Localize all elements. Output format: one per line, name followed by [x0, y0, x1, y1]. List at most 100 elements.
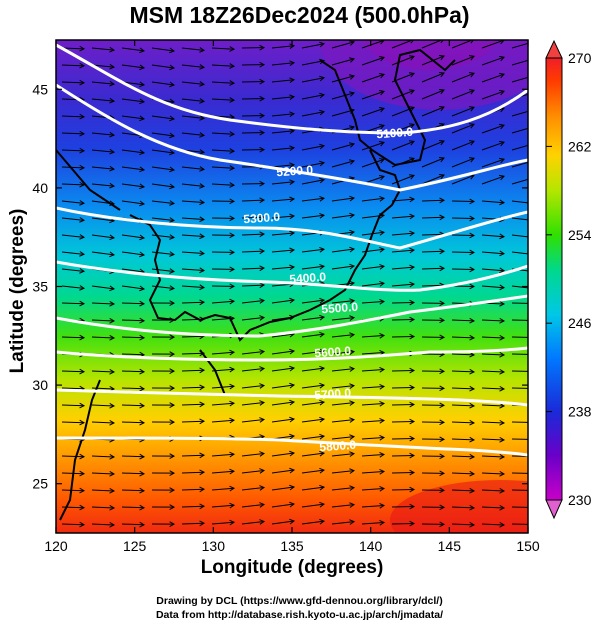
wind-arrowhead [319, 518, 326, 525]
wind-arrow [241, 384, 265, 389]
wind-arrowhead [438, 173, 445, 180]
y-tick-label: 30 [32, 377, 48, 393]
wind-arrow [301, 77, 325, 83]
wind-arrow [301, 520, 325, 525]
wind-arrow [211, 419, 235, 423]
wind-arrowhead [498, 89, 505, 96]
wind-arrow [121, 387, 145, 390]
colorbar-tick-label: 254 [568, 227, 592, 243]
wind-arrowhead [229, 537, 234, 542]
wind-arrow [241, 284, 265, 287]
wind-arrowhead [229, 215, 236, 222]
wind-arrow [271, 401, 295, 406]
wind-arrowhead [109, 521, 116, 528]
wind-arrowhead [438, 105, 445, 112]
wind-arrow [91, 166, 115, 170]
wind-arrow [241, 299, 265, 304]
wind-arrowhead [379, 485, 386, 492]
wind-arrowhead [199, 401, 206, 408]
wind-arrowhead [439, 487, 446, 494]
wind-arrow [151, 132, 175, 137]
wind-arrow [331, 504, 355, 508]
wind-arrowhead [199, 81, 206, 87]
wind-arrowhead [259, 248, 266, 255]
wind-arrow [151, 81, 175, 86]
wind-arrow [511, 200, 528, 204]
wind-arrow [181, 47, 205, 51]
wind-arrowhead [349, 40, 356, 46]
wind-arrow [121, 353, 145, 356]
wind-arrowhead [349, 298, 356, 304]
wind-arrow [61, 200, 85, 204]
wind-arrow [211, 504, 235, 508]
wind-arrowhead [500, 539, 504, 544]
wind-arrowhead [139, 149, 146, 156]
contour-label: 5500.0 [321, 300, 359, 317]
wind-arrowhead [319, 399, 326, 406]
wind-arrowhead [109, 165, 116, 172]
wind-arrow [181, 403, 205, 406]
wind-arrowhead [349, 434, 356, 440]
wind-arrow [391, 55, 415, 66]
wind-arrowhead [199, 183, 206, 189]
wind-arrowhead [499, 317, 506, 324]
wind-arrowhead [468, 106, 475, 112]
wind-arrow [211, 98, 235, 101]
wind-arrow [421, 267, 445, 270]
wind-arrow [511, 251, 528, 255]
wind-arrowhead [259, 197, 266, 204]
wind-arrow [451, 157, 475, 168]
wind-arrowhead [169, 183, 176, 190]
wind-arrow [391, 174, 415, 185]
wind-arrow [61, 234, 85, 238]
wind-arrowhead [169, 470, 176, 476]
wind-arrowhead [499, 300, 506, 307]
wind-arrow [331, 334, 355, 338]
wind-arrow [391, 488, 415, 491]
wind-arrowhead [169, 47, 176, 54]
wind-arrowhead [468, 157, 475, 163]
wind-arrow [301, 145, 325, 151]
wind-arrowhead [408, 174, 415, 180]
wind-arrowhead [289, 196, 296, 203]
wind-arrow [361, 454, 385, 457]
wind-arrowhead [259, 214, 266, 221]
wind-arrowhead [439, 334, 446, 341]
wind-arrowhead [289, 416, 296, 423]
wind-arrow [481, 506, 505, 509]
wind-arrowhead [469, 334, 476, 341]
wind-arrow [121, 319, 145, 322]
wind-arrowhead [409, 299, 416, 306]
wind-arrow [301, 333, 325, 338]
wind-arrowhead [439, 385, 446, 392]
wind-arrow [151, 217, 175, 221]
wind-arrowhead [229, 400, 236, 407]
wind-arrow [61, 149, 85, 152]
wind-arrow [481, 353, 505, 356]
wind-arrowhead [438, 156, 445, 163]
wind-arrowhead [139, 368, 146, 375]
wind-arrow [211, 351, 235, 355]
wind-arrow [271, 249, 295, 253]
wind-arrowhead [79, 470, 86, 477]
wind-arrowhead [139, 300, 146, 307]
wind-arrow [451, 106, 475, 117]
wind-arrowhead [199, 250, 206, 257]
wind-arrowhead [79, 113, 86, 120]
wind-arrow [241, 401, 265, 406]
wind-arrow [481, 73, 505, 83]
wind-arrow [331, 419, 355, 423]
wind-arrow [421, 250, 445, 253]
wind-arrowhead [378, 175, 385, 181]
wind-arrowhead [499, 504, 506, 511]
wind-arrow [451, 387, 475, 390]
wind-arrowhead [259, 95, 266, 102]
wind-arrow [241, 486, 265, 491]
x-tick-label: 130 [202, 538, 226, 554]
wind-arrow [451, 421, 475, 424]
wind-arrowhead [169, 368, 176, 374]
wind-arrowhead [529, 160, 534, 165]
wind-arrow [511, 161, 528, 168]
wind-arrow [511, 234, 528, 238]
wind-arrowhead [109, 504, 116, 511]
